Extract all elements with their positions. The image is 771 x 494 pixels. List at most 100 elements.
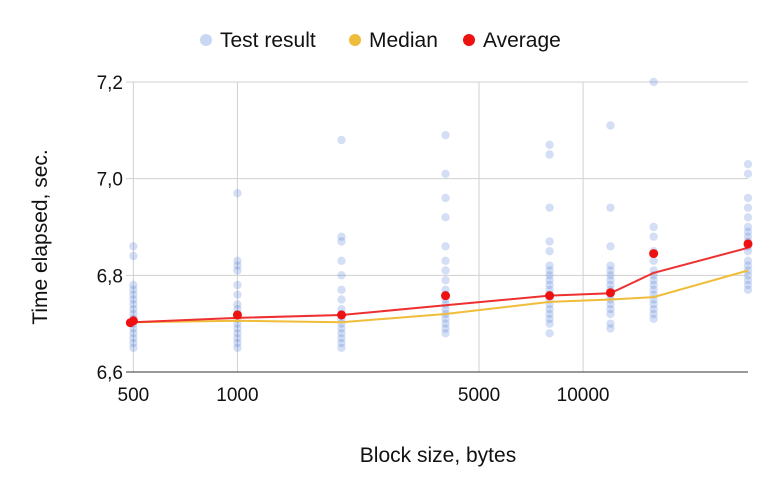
test-result-point <box>545 140 554 150</box>
test-result-point <box>129 300 138 309</box>
test-result-point <box>441 169 450 179</box>
x-axis-label: Block size, bytes <box>360 444 516 467</box>
test-result-point <box>233 343 242 353</box>
gridlines <box>126 81 748 373</box>
test-result-point <box>545 237 554 246</box>
test-result-point <box>233 333 242 343</box>
test-result-point <box>233 290 242 299</box>
test-result-point <box>233 300 242 309</box>
test-result-point <box>129 295 138 304</box>
test-result-point <box>129 343 138 353</box>
test-result-point <box>606 280 615 290</box>
test-result-point <box>129 280 138 290</box>
test-result-point <box>649 256 658 266</box>
test-result-point <box>337 271 346 280</box>
average-point <box>545 291 555 301</box>
test-result-point <box>233 256 242 266</box>
median-line <box>133 269 749 324</box>
average-point <box>336 310 346 320</box>
test-result-point <box>649 222 658 232</box>
test-result-point <box>649 309 658 319</box>
test-result-point <box>606 271 615 280</box>
y-tick-label: 6,6 <box>97 363 123 384</box>
y-tick-label: 7,0 <box>97 170 123 191</box>
test-result-point <box>337 285 346 295</box>
test-result-point <box>233 338 242 348</box>
legend-label-average: Average <box>483 29 561 52</box>
test-result-point <box>743 280 753 290</box>
test-result-point <box>129 329 138 338</box>
legend-item-average[interactable]: Average <box>463 29 561 52</box>
test-result-point <box>233 266 242 275</box>
series-lines <box>133 246 749 324</box>
x-tick-label: 5000 <box>458 385 500 406</box>
test-result-point <box>545 203 554 212</box>
test-result-point <box>129 333 138 343</box>
test-result-point <box>441 256 450 266</box>
average-point <box>743 239 753 249</box>
test-result-point <box>743 193 753 203</box>
test-result-point <box>545 304 554 314</box>
average-point <box>605 288 615 298</box>
test-result-point <box>743 222 753 232</box>
test-result-points <box>129 77 753 353</box>
test-result-point <box>337 338 346 348</box>
test-result-point <box>441 242 450 251</box>
test-result-point <box>743 227 753 237</box>
test-result-point <box>441 329 450 338</box>
test-result-point <box>441 266 450 275</box>
y-tick-label: 7,2 <box>97 73 123 94</box>
legend: Test result Median Average <box>200 29 561 52</box>
test-result-point <box>545 275 554 285</box>
test-result-point <box>649 275 658 285</box>
test-result-point <box>233 280 242 290</box>
test-result-point <box>743 232 753 241</box>
test-result-point <box>233 188 242 198</box>
test-result-point <box>649 300 658 309</box>
test-result-point <box>129 290 138 299</box>
y-tick-label: 6,8 <box>97 266 123 287</box>
test-result-point <box>606 121 615 130</box>
test-result-point <box>743 213 753 222</box>
test-result-point <box>441 275 450 285</box>
test-result-point <box>649 77 658 87</box>
average-point <box>128 316 138 326</box>
test-result-point <box>743 159 753 169</box>
test-result-point <box>649 304 658 314</box>
legend-item-test-result[interactable]: Test result <box>200 29 316 52</box>
x-tick-label: 1000 <box>216 385 258 406</box>
test-result-point <box>129 285 138 295</box>
test-result-point <box>545 261 554 270</box>
test-result-point <box>545 266 554 275</box>
average-line <box>133 246 749 324</box>
test-result-point <box>129 338 138 348</box>
y-axis-label: Time elapsed, sec. <box>29 149 52 324</box>
legend-marker-average <box>463 34 475 46</box>
test-result-point <box>441 324 450 333</box>
test-result-point <box>337 343 346 353</box>
test-result-point <box>606 309 615 319</box>
average-markers <box>125 239 753 328</box>
test-result-point <box>441 193 450 203</box>
average-point <box>649 249 659 259</box>
legend-item-median[interactable]: Median <box>349 29 438 52</box>
x-tick-label: 10000 <box>557 385 610 406</box>
test-result-point <box>606 266 615 275</box>
test-result-point <box>337 324 346 333</box>
test-result-point <box>743 285 753 295</box>
test-result-point <box>545 150 554 159</box>
test-result-point <box>606 304 615 314</box>
test-result-point <box>606 275 615 285</box>
legend-marker-test-result <box>200 34 212 46</box>
test-result-point <box>337 295 346 304</box>
test-result-point <box>606 261 615 270</box>
test-result-point <box>649 280 658 290</box>
test-result-point <box>441 130 450 140</box>
test-result-point <box>337 237 346 246</box>
legend-marker-median <box>349 34 361 46</box>
test-result-point <box>545 314 554 324</box>
average-point <box>232 310 242 320</box>
test-result-point <box>545 280 554 290</box>
test-result-point <box>545 329 554 338</box>
